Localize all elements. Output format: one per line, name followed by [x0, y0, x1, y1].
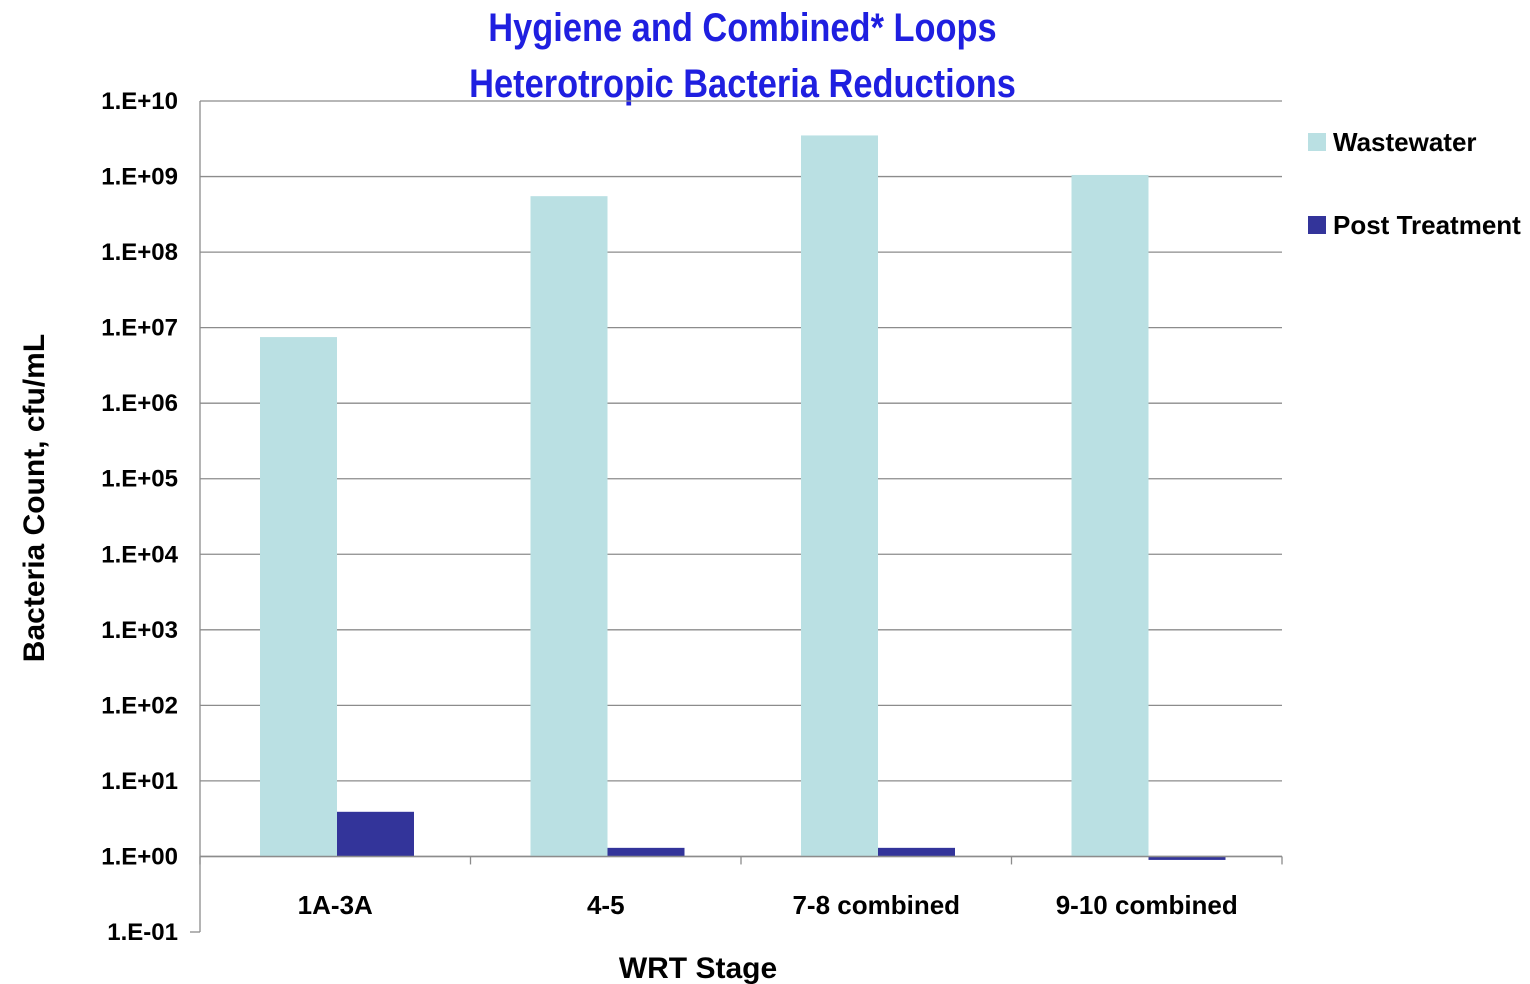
- x-tick-label: 1A-3A: [298, 890, 373, 920]
- x-tick-label: 9-10 combined: [1056, 890, 1238, 920]
- bar-post-treatment: [1148, 856, 1226, 860]
- legend-swatch: [1308, 133, 1326, 151]
- x-tick-label: 4-5: [587, 890, 625, 920]
- y-tick-label: 1.E+05: [101, 466, 178, 493]
- bar-post-treatment: [878, 847, 955, 857]
- y-tick-label: 1.E+09: [101, 164, 178, 191]
- legend: Wastewater Post Treatment: [1308, 127, 1521, 240]
- bar-wastewater: [530, 196, 608, 857]
- y-tick-labels: 1.E-01 1.E+00 1.E+01 1.E+02 1.E+03 1.E+04 1.E+…: [101, 88, 178, 946]
- y-tick-label: 1.E+08: [101, 239, 178, 266]
- bar-post-treatment: [607, 847, 685, 857]
- y-tick-label: 1.E+10: [101, 88, 178, 115]
- chart-subtitle: Heterotropic Bacteria Reductions: [469, 62, 1016, 106]
- bar-wastewater: [260, 337, 337, 857]
- x-tick-label: 7-8 combined: [792, 890, 960, 920]
- x-tick-labels: 1A-3A 4-5 7-8 combined 9-10 combined: [298, 890, 1238, 920]
- bar-wastewater: [1071, 174, 1149, 857]
- y-axis-title: Bacteria Count, cfu/mL: [18, 334, 51, 662]
- legend-label: Wastewater: [1333, 127, 1477, 157]
- y-tick-label: 1.E+04: [101, 541, 178, 568]
- bar-post-treatment: [337, 811, 414, 857]
- y-tick-label: 1.E+06: [101, 390, 178, 417]
- bar-wastewater: [801, 135, 878, 857]
- y-tick-label: 1.E+01: [101, 768, 178, 795]
- y-tick-label: 1.E+07: [101, 315, 178, 342]
- bars: [260, 135, 1226, 860]
- y-tick-label: 1.E+00: [101, 843, 178, 870]
- y-tick-label: 1.E+02: [101, 692, 178, 719]
- legend-swatch: [1308, 216, 1326, 234]
- x-axis-title: WRT Stage: [619, 952, 777, 984]
- y-tick-label: 1.E+03: [101, 617, 178, 644]
- legend-label: Post Treatment: [1333, 210, 1521, 240]
- y-tick-label: 1.E-01: [107, 919, 178, 946]
- axes: [190, 101, 1283, 933]
- chart-title: Hygiene and Combined* Loops: [488, 6, 997, 50]
